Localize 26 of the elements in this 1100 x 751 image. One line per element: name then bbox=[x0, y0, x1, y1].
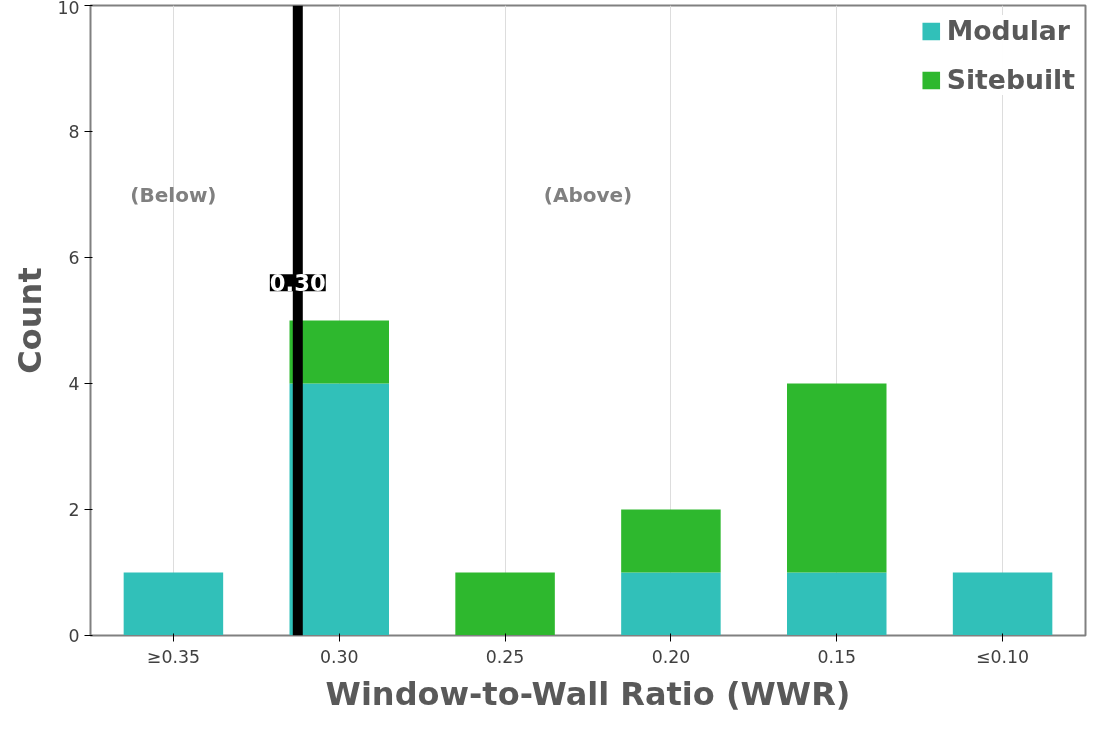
x-axis-title: Window-to-Wall Ratio (WWR) bbox=[325, 674, 851, 713]
x-tick-label: 0.20 bbox=[651, 646, 691, 667]
legend-label: Modular bbox=[946, 15, 1070, 46]
annotation: (Above) bbox=[543, 182, 633, 207]
y-axis-title: Count bbox=[11, 267, 50, 374]
annotation: (Below) bbox=[130, 182, 217, 207]
bar bbox=[952, 572, 1053, 636]
y-tick-label: 4 bbox=[68, 374, 80, 394]
bar bbox=[621, 509, 721, 573]
x-tick-label: 0.25 bbox=[485, 646, 525, 667]
y-tick-label: 6 bbox=[68, 248, 80, 268]
y-tick-label: 2 bbox=[68, 500, 80, 520]
y-tick-label: 0 bbox=[68, 626, 80, 646]
y-tick-label: 8 bbox=[68, 122, 80, 142]
ref-line-label: 0.30 bbox=[269, 270, 326, 297]
bar bbox=[123, 572, 224, 636]
bar bbox=[455, 572, 555, 636]
bar bbox=[787, 572, 887, 636]
bar bbox=[787, 383, 887, 573]
bar bbox=[621, 572, 721, 636]
y-tick-label: 10 bbox=[57, 0, 80, 18]
x-tick-label: 0.30 bbox=[319, 646, 359, 667]
x-tick-label: 0.15 bbox=[817, 646, 857, 667]
x-tick-label: ≥0.35 bbox=[146, 646, 200, 667]
legend-label: Sitebuilt bbox=[946, 64, 1075, 95]
x-tick-label: ≤0.10 bbox=[976, 646, 1030, 667]
